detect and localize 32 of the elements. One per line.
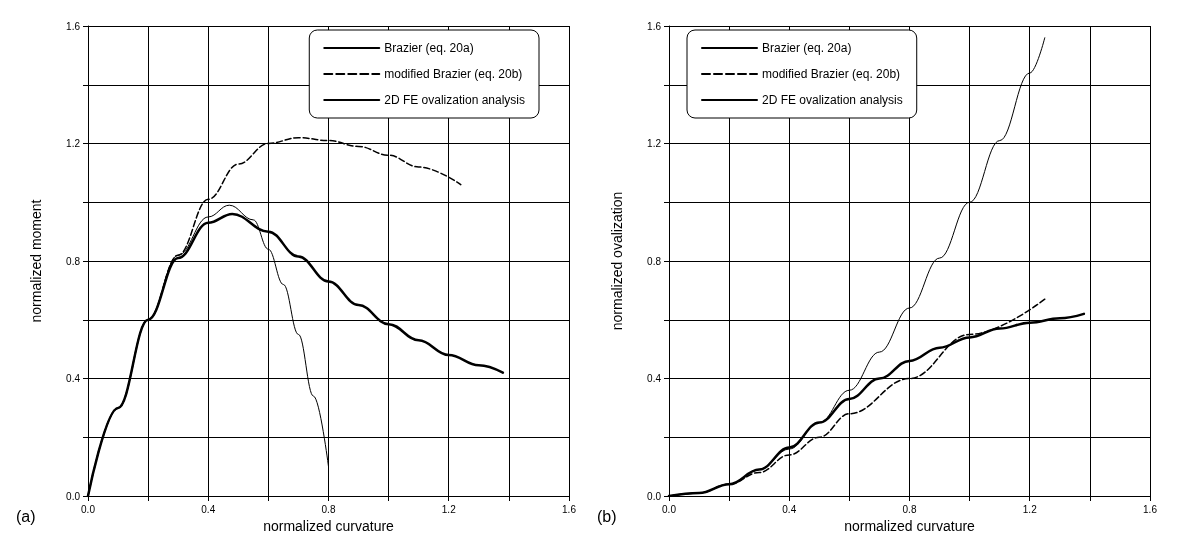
y-tick-label: 0.8 [647, 255, 662, 267]
x-tick-label: 0.0 [662, 503, 677, 515]
legend-label: 2D FE ovalization analysis [384, 93, 525, 107]
y-tick-label: 0.8 [66, 255, 81, 267]
y-tick-label: 0.4 [647, 373, 662, 384]
y-tick-label: 1.6 [647, 20, 662, 32]
x-tick-label: 1.2 [441, 503, 457, 515]
x-tick-label: 0.8 [902, 503, 917, 515]
legend-label: 2D FE ovalization analysis [762, 93, 903, 107]
x-tick-label: 0.8 [321, 503, 336, 515]
x-tick-label: 1.6 [562, 503, 577, 515]
y-tick-label: 1.2 [647, 138, 662, 149]
x-axis-title: normalized curvature [263, 517, 395, 534]
x-tick-label: 1.2 [1022, 503, 1038, 515]
legend-label: modified Brazier (eq. 20b) [384, 67, 523, 81]
y-tick-label: 0.0 [647, 490, 662, 502]
y-tick-label: 1.6 [66, 20, 81, 32]
y-tick-label: 1.2 [66, 138, 81, 149]
y-tick-label: 0.0 [66, 490, 81, 502]
x-tick-label: 0.4 [782, 503, 797, 515]
y-axis-title: normalized moment [28, 199, 44, 323]
text: (a) [16, 507, 36, 525]
x-tick-label: 0.4 [201, 503, 216, 515]
legend-label: modified Brazier (eq. 20b) [762, 67, 901, 81]
x-axis-title: normalized curvature [844, 517, 976, 534]
legend-label: Brazier (eq. 20a) [384, 41, 474, 55]
y-tick-label: 0.4 [66, 373, 81, 384]
legend-label: Brazier (eq. 20a) [762, 41, 852, 55]
text: (b) [597, 507, 617, 525]
x-tick-label: 1.6 [1143, 503, 1158, 515]
x-tick-label: 0.0 [81, 503, 96, 515]
y-axis-title: normalized ovalization [609, 191, 625, 331]
